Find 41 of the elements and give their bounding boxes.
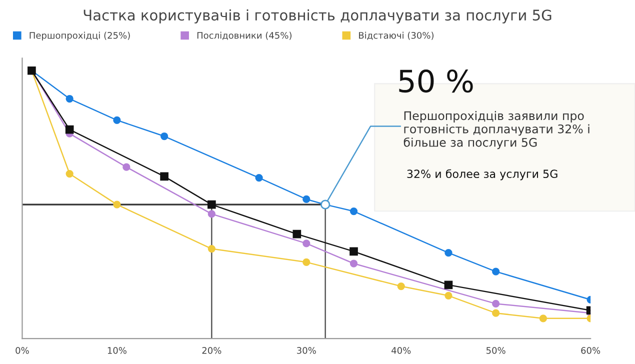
x-tick-label: 0% [16, 347, 29, 354]
point [66, 170, 74, 178]
point [66, 94, 74, 103]
annotation: 32% и более за услуги 5G [407, 169, 558, 180]
point [492, 268, 500, 276]
point [492, 309, 500, 317]
point [113, 200, 121, 208]
x-tick-label: 50% [486, 347, 506, 354]
point [350, 207, 358, 216]
point [397, 282, 405, 290]
point [350, 260, 358, 268]
x-tick-label: 60% [581, 347, 600, 354]
point [302, 195, 310, 204]
x-tick-label: 20% [202, 347, 222, 354]
x-tick-label: 40% [392, 347, 411, 354]
annotation: Першопрохідців заявили про готовність доплачувати 32% і більше за послуги 5G [404, 111, 590, 150]
point [292, 230, 302, 238]
point [350, 247, 358, 256]
x-tick-label: 30% [297, 347, 316, 354]
point [113, 116, 121, 124]
point [444, 280, 453, 290]
legend-label: Відстаючі (30%) [359, 32, 434, 40]
point [160, 172, 168, 181]
point [492, 300, 500, 308]
point [208, 200, 216, 209]
legend-label: Першопрохідці (25%) [30, 32, 130, 41]
annotation: 50 % [399, 69, 473, 93]
point [65, 125, 74, 134]
point [208, 210, 216, 218]
x-tick-label: 10% [108, 347, 126, 354]
point [444, 248, 452, 257]
point [255, 174, 263, 182]
chart-title: Частка користувачів і готовність доплачувати за послуги 5G [84, 9, 552, 24]
point [208, 244, 216, 253]
point [122, 163, 130, 171]
point [302, 258, 310, 266]
point [160, 132, 168, 140]
point [444, 292, 452, 300]
point [302, 240, 310, 248]
point [539, 314, 548, 322]
legend-label: Послідовники (45%) [197, 32, 292, 40]
